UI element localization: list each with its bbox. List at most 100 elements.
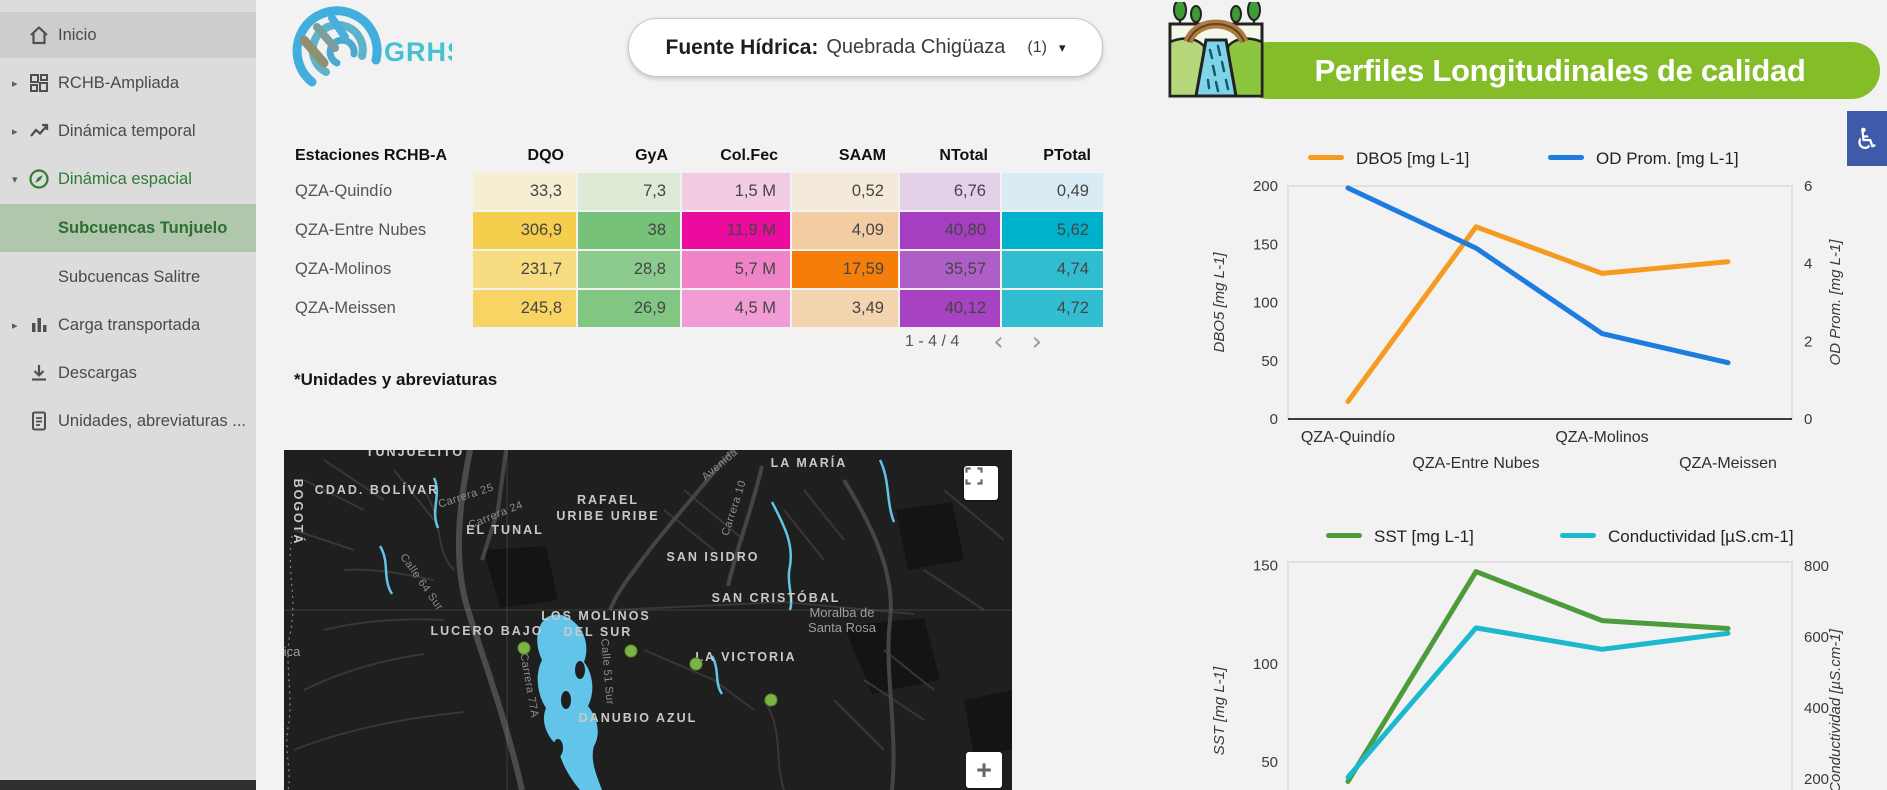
value-cell[interactable]: 38 (578, 212, 682, 249)
chevron-down-icon[interactable]: ▾ (12, 173, 18, 186)
series-left[interactable] (1345, 569, 1731, 784)
map-road (423, 489, 455, 571)
chevron-right-icon[interactable]: ▸ (12, 125, 18, 138)
stations-table: Estaciones RCHB-A DQO GyA Col.Fec SAAM NTotal… (293, 143, 1105, 329)
station-name[interactable]: QZA-Meissen (295, 299, 396, 317)
map-label: SAN CRISTÓBAL (712, 590, 841, 605)
station-name[interactable]: QZA-Quindío (295, 182, 393, 200)
sidebar-item-subcuencas-salitre[interactable]: Subcuencas Salitre (0, 254, 256, 300)
value-cell[interactable]: 40,12 (900, 290, 1002, 327)
value-cell[interactable]: 0,52 (792, 173, 900, 210)
right-tick: 400 (1804, 700, 1829, 717)
value-cell[interactable]: 245,8 (473, 290, 578, 327)
map-dark-area (896, 502, 964, 570)
left-tick: 0 (1270, 411, 1278, 428)
section-banner: Perfiles Longitudinales de calidad (1240, 42, 1880, 99)
value-cell[interactable]: 40,80 (900, 212, 1002, 249)
map-road (323, 459, 385, 501)
accessibility-button[interactable]: ♿ (1847, 111, 1887, 166)
sidebar-item-rchb-ampliada[interactable]: ▸ RCHB-Ampliada (0, 60, 256, 106)
sidebar-item-descargas[interactable]: Descargas (0, 350, 256, 396)
x-category-label: QZA-Quindío (1301, 429, 1395, 446)
sidebar-item-label: Descargas (58, 363, 137, 382)
station-marker[interactable] (624, 644, 638, 658)
chart-dbo5-od[interactable]: 0 50 100 150 200 0 2 4 6 DBO5 [mg L-1] OD Prom. [m… (1160, 140, 1887, 485)
value-cell[interactable]: 35,57 (900, 251, 1002, 288)
value-cell[interactable]: 1,5 M (682, 173, 792, 210)
grhs-logo-icon: GRHS (292, 6, 465, 87)
map-label: DEL SUR (564, 625, 633, 639)
sidebar-item-subcuencas-tunjuelo[interactable]: Subcuencas Tunjuelo (0, 204, 256, 252)
map-road (343, 568, 435, 581)
chevron-right-icon[interactable]: ▸ (12, 319, 18, 332)
value-cell[interactable]: 4,5 M (682, 290, 792, 327)
right-tick: 2 (1804, 333, 1812, 350)
map-road (608, 450, 734, 611)
column-header: GyA (635, 147, 668, 164)
sidebar-item-unidades-abreviaturas-[interactable]: Unidades, abreviaturas ... (0, 398, 256, 444)
station-marker[interactable] (764, 693, 778, 707)
next-page-icon[interactable]: › (1031, 327, 1043, 357)
sidebar-item-carga-transportada[interactable]: ▸ Carga transportada (0, 302, 256, 348)
series-right[interactable] (1345, 625, 1731, 780)
value-cell[interactable]: 4,74 (1002, 251, 1105, 288)
map-label: TUNJUELITO (366, 450, 464, 459)
value-cell[interactable]: 231,7 (473, 251, 578, 288)
grid-icon (30, 74, 48, 92)
prev-page-icon[interactable]: ‹ (993, 327, 1004, 357)
value-cell[interactable]: 28,8 (578, 251, 682, 288)
table-row: QZA-Meissen 245,8 26,9 4,5 M 3,49 40,12 4,72 (293, 290, 1105, 327)
sidebar-item-label: Dinámica espacial (58, 169, 192, 188)
table-row: QZA-Entre Nubes 306,9 38 11,9 M 4,09 40,80 5,6… (293, 212, 1105, 249)
map-label: ica (284, 644, 301, 659)
value-cell[interactable]: 6,76 (900, 173, 1002, 210)
sidebar-item-dinámica-espacial[interactable]: ▾ Dinámica espacial (0, 156, 256, 202)
station-marker[interactable] (689, 657, 703, 671)
chevron-right-icon[interactable]: ▸ (12, 77, 18, 90)
fuente-hidrica-dropdown[interactable]: Fuente Hídrica: Quebrada Chigüaza (1) ▾ (628, 18, 1103, 77)
map-label: Santa Rosa (808, 620, 877, 635)
map-zoom-in-button[interactable]: + (966, 752, 1002, 788)
value-cell[interactable]: 3,49 (792, 290, 900, 327)
map-dark-area (964, 690, 1012, 756)
map-label: Moralba de (809, 605, 874, 620)
value-cell[interactable]: 5,7 M (682, 251, 792, 288)
map-label: CDAD. BOLÍVAR (315, 482, 439, 497)
sidebar-item-label: Unidades, abreviaturas ... (58, 411, 247, 430)
units-note[interactable]: *Unidades y abreviaturas (294, 370, 498, 389)
value-cell[interactable]: 4,72 (1002, 290, 1105, 327)
value-cell[interactable]: 7,3 (578, 173, 682, 210)
stations-map[interactable]: TUNJUELITO BOGOTÁ CDAD. BOLÍVAR RAFAEL URIBE… (284, 450, 1012, 790)
value-cell[interactable]: 17,59 (792, 251, 900, 288)
value-cell[interactable]: 11,9 M (682, 212, 792, 249)
chart-sst-conductividad[interactable]: 50 100 150 200 400 600 800 SST [mg L-1] Conducti… (1160, 525, 1887, 790)
sidebar-item-inicio[interactable]: Inicio (0, 12, 256, 58)
map-label: LA MARÍA (771, 455, 848, 470)
right-axis-title: OD Prom. [mg L-1] (1827, 239, 1844, 366)
legend-swatch (1326, 533, 1362, 538)
map-label: LA VICTORIA (695, 650, 796, 664)
station-marker[interactable] (517, 641, 531, 655)
value-cell[interactable]: 26,9 (578, 290, 682, 327)
value-cell[interactable]: 4,09 (792, 212, 900, 249)
series-right[interactable] (1345, 185, 1731, 366)
map-label: RAFAEL (577, 493, 639, 507)
station-name[interactable]: QZA-Molinos (295, 260, 392, 278)
left-tick: 200 (1253, 178, 1278, 195)
map-road (923, 569, 985, 611)
map-water-island (553, 739, 563, 757)
station-name[interactable]: QZA-Entre Nubes (295, 221, 427, 239)
sidebar-item-dinámica-temporal[interactable]: ▸ Dinámica temporal (0, 108, 256, 154)
value-cell[interactable]: 306,9 (473, 212, 578, 249)
legend-label: DBO5 [mg L-1] (1356, 149, 1469, 168)
series-left[interactable] (1345, 224, 1731, 404)
value-cell[interactable]: 0,49 (1002, 173, 1105, 210)
value-cell[interactable]: 33,3 (473, 173, 578, 210)
map-fullscreen-button[interactable] (964, 466, 998, 500)
value-cell[interactable]: 5,62 (1002, 212, 1105, 249)
map-road (803, 489, 845, 541)
x-category-label: QZA-Entre Nubes (1412, 455, 1539, 472)
doc-icon (32, 411, 46, 431)
left-axis-title: DBO5 [mg L-1] (1211, 252, 1228, 353)
